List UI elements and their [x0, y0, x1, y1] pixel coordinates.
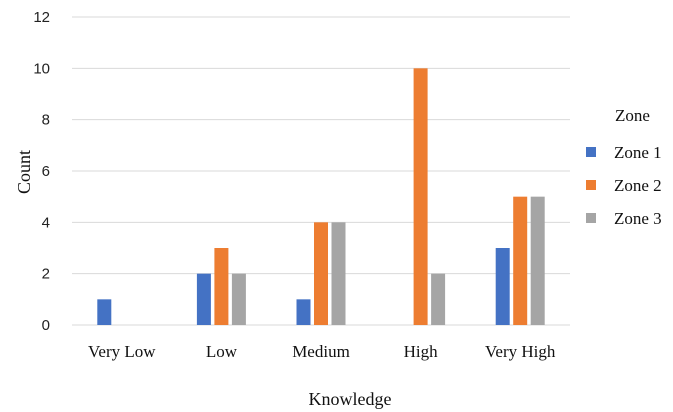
bar-zone-1-very-low [97, 299, 112, 325]
y-tick-label: 4 [42, 214, 50, 231]
legend-label: Zone 3 [614, 209, 662, 228]
legend-title: Zone [615, 106, 650, 125]
bars [97, 68, 545, 325]
bar-zone-2-high [413, 68, 428, 325]
x-category-label: Low [206, 342, 238, 361]
legend-swatch [586, 147, 596, 157]
y-tick-label: 2 [42, 266, 50, 283]
x-axis-title: Knowledge [309, 389, 392, 409]
bar-zone-3-high [431, 273, 446, 325]
bar-zone-3-very-high [530, 196, 545, 325]
x-category-label: High [404, 342, 439, 361]
x-category-label: Very High [485, 342, 556, 361]
legend-label: Zone 1 [614, 143, 662, 162]
legend: Zone Zone 1 Zone 2 Zone 3 [586, 106, 662, 228]
bar-zone-1-very-high [495, 248, 510, 325]
y-axis-title: Count [14, 150, 34, 194]
x-category-label: Very Low [88, 342, 156, 361]
x-axis-categories: Very Low Low Medium High Very High [88, 342, 556, 361]
y-tick-label: 12 [33, 9, 50, 26]
y-tick-label: 6 [42, 163, 50, 180]
bar-zone-1-medium [296, 299, 311, 325]
y-axis-ticks: 0 2 4 6 8 10 12 [33, 9, 50, 334]
legend-swatch [586, 213, 596, 223]
y-tick-label: 10 [33, 60, 50, 77]
bar-zone-2-very-high [513, 196, 528, 325]
y-tick-label: 8 [42, 112, 50, 129]
legend-swatch [586, 180, 596, 190]
bar-zone-3-medium [331, 222, 346, 325]
bar-zone-3-low [231, 273, 246, 325]
bar-zone-2-low [214, 248, 229, 325]
legend-label: Zone 2 [614, 176, 662, 195]
x-category-label: Medium [292, 342, 350, 361]
y-tick-label: 0 [42, 317, 50, 334]
bar-zone-1-low [196, 273, 211, 325]
bar-zone-2-medium [314, 222, 328, 325]
